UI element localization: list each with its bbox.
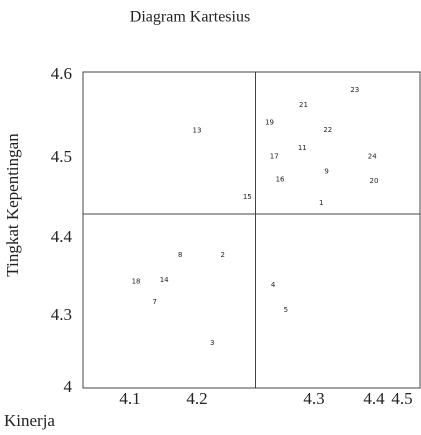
x-tick-label: 4.4 — [363, 389, 385, 408]
y-axis-label: Tingkat Kepentingan — [3, 133, 22, 277]
point-label: 17 — [270, 152, 279, 160]
point-label: 7 — [153, 298, 157, 306]
point-label: 14 — [160, 276, 169, 284]
point-label: 22 — [323, 126, 332, 134]
point-label: 2 — [221, 251, 225, 259]
point-label: 23 — [350, 86, 359, 94]
y-tick-label: 4 — [64, 377, 73, 396]
x-tick-label: 4.5 — [391, 389, 412, 408]
point-label: 24 — [368, 152, 377, 160]
point-label: 3 — [210, 339, 214, 347]
x-tick-label: 4.2 — [186, 389, 207, 408]
point-label: 9 — [324, 168, 328, 176]
chart-title: Diagram Kartesius — [130, 9, 250, 26]
plot-frame — [83, 72, 420, 388]
point-label: 18 — [132, 278, 141, 286]
point-label: 20 — [370, 177, 379, 185]
point-label: 5 — [284, 306, 288, 314]
point-label: 8 — [178, 251, 182, 259]
point-label: 13 — [193, 127, 202, 135]
point-label: 1 — [319, 199, 323, 207]
point-label: 4 — [271, 281, 276, 289]
y-tick-label: 4.3 — [51, 305, 72, 324]
y-tick-label: 4.4 — [51, 227, 73, 246]
x-tick-label: 4.1 — [119, 389, 140, 408]
x-tick-label: 4.3 — [303, 389, 324, 408]
y-tick-label: 4.6 — [51, 64, 72, 83]
point-label: 11 — [298, 144, 307, 152]
y-tick-label: 4.5 — [51, 147, 72, 166]
x-axis-label: Kinerja — [4, 411, 55, 430]
point-label: 16 — [276, 176, 285, 184]
point-label: 15 — [243, 193, 252, 201]
point-label: 21 — [299, 101, 308, 109]
point-label: 19 — [265, 118, 274, 126]
chart: Diagram Kartesius Tingkat Kepentingan Ki… — [0, 0, 421, 435]
